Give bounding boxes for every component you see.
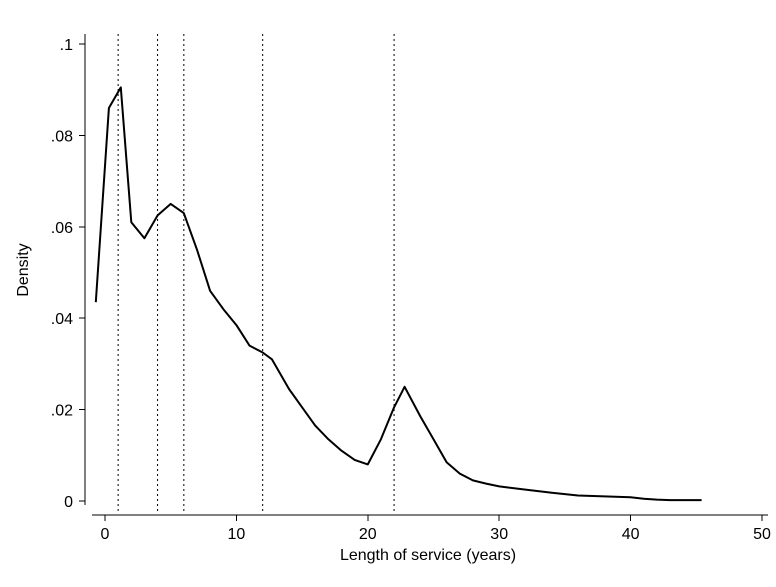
- x-tick-label: 30: [490, 526, 508, 543]
- x-tick-label: 40: [622, 526, 640, 543]
- reference-lines: [117, 34, 395, 514]
- x-tick-label: 20: [359, 526, 377, 543]
- x-tick-label: 10: [228, 526, 246, 543]
- x-axis-title: Length of service (years): [340, 547, 516, 564]
- y-tick-label: .02: [51, 403, 73, 420]
- y-tick-label: .08: [51, 128, 73, 145]
- y-tick-label: .06: [51, 220, 73, 237]
- y-tick-label: 0: [64, 494, 73, 511]
- y-axis: 0 .02 .04 .06 .08 .1: [51, 34, 86, 511]
- plot-area: [94, 86, 702, 502]
- y-tick-label: .04: [51, 311, 73, 328]
- y-tick-label: .1: [60, 37, 73, 54]
- y-axis-title: Density: [15, 243, 32, 296]
- x-tick-label: 50: [753, 526, 771, 543]
- x-axis: 0 10 20 30 40 50: [92, 514, 771, 543]
- density-curve: [94, 86, 702, 502]
- x-tick-label: 0: [101, 526, 110, 543]
